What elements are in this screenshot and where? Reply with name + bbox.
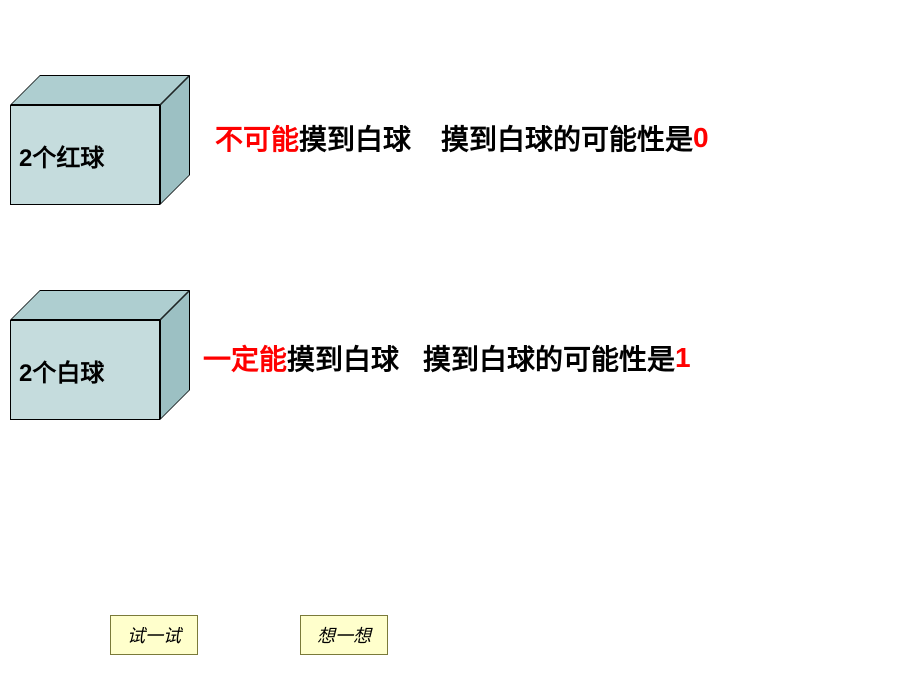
statement-text: 摸到白球: [299, 118, 411, 158]
emphasis-text: 不可能: [215, 118, 299, 158]
probability-statement-2: 一定能摸到白球摸到白球的可能性是1: [203, 338, 691, 378]
probability-box-1: 2个红球: [10, 75, 190, 205]
box-label: 2个红球: [19, 138, 104, 173]
button-label: 想一想: [317, 626, 371, 646]
box-front-face: 2个红球: [10, 105, 160, 205]
try-it-button[interactable]: 试一试: [110, 615, 198, 655]
statement-text: 摸到白球的可能性是: [441, 118, 693, 158]
probability-statement-1: 不可能摸到白球摸到白球的可能性是0: [215, 118, 709, 158]
probability-value: 0: [693, 122, 709, 154]
button-label: 试一试: [127, 626, 181, 646]
emphasis-text: 一定能: [203, 338, 287, 378]
statement-text: 摸到白球的可能性是: [423, 338, 675, 378]
box-front-face: 2个白球: [10, 320, 160, 420]
box-label: 2个白球: [19, 353, 104, 388]
think-about-it-button[interactable]: 想一想: [300, 615, 388, 655]
probability-box-2: 2个白球: [10, 290, 190, 420]
statement-text: 摸到白球: [287, 338, 399, 378]
probability-value: 1: [675, 342, 691, 374]
